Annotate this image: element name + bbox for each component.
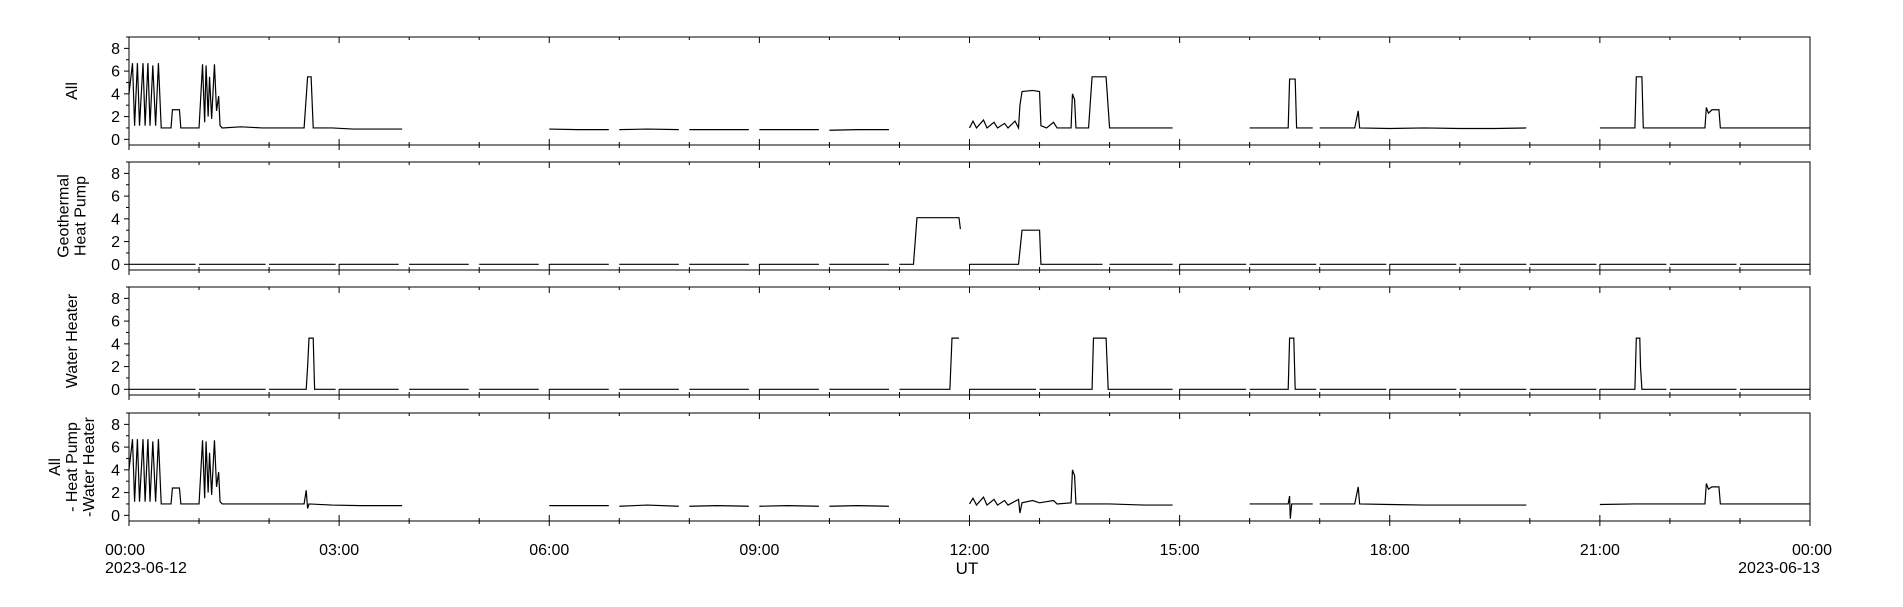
x-tick-label: 00:00 (105, 542, 145, 559)
series-line-segment (128, 439, 403, 509)
x-tick-label: 00:00 (1792, 542, 1832, 559)
panel-3: 0 2 4 6 8 Water Heater (64, 286, 1811, 400)
series-line-segment (1599, 337, 1667, 390)
series-line-segment (1039, 337, 1173, 390)
series-line-segment (269, 337, 336, 390)
x-tick-date-label: 2023-06-12 (105, 560, 187, 577)
series-line-segment (549, 128, 609, 131)
x-axis-label: UT (956, 559, 979, 578)
series-line-segment (1249, 78, 1313, 129)
x-tick-label: 21:00 (1580, 542, 1620, 559)
y-tick-label: 8 (111, 41, 120, 58)
series-line-segment (128, 63, 403, 130)
y-tick-label: 4 (111, 462, 120, 479)
x-tick-label: 18:00 (1370, 542, 1410, 559)
series-line-segment (1249, 337, 1317, 390)
y-tick-label: 0 (111, 257, 120, 274)
y-tick-label: 8 (111, 166, 120, 183)
panel-2: 0 2 4 6 8 Geothermal Heat Pump (56, 161, 1811, 275)
y-tick-label: 2 (111, 109, 120, 126)
y-axis-label: Water Heater (64, 293, 81, 388)
series-line-segment (689, 505, 749, 507)
series-line-segment (619, 128, 679, 131)
series-line-segment (1319, 486, 1527, 506)
y-tick-label: 2 (111, 234, 120, 251)
panel-4: 0 2 4 6 8 All - Heat Pump -Water Heater (47, 412, 1811, 526)
y-tick-label: 6 (111, 189, 120, 206)
series-line-segment (829, 505, 889, 507)
y-tick-label: 4 (111, 86, 120, 103)
y-tick-label: 0 (111, 382, 120, 399)
panels-group: 0 2 4 6 8 All 0 2 4 6 8 Geothermal Heat Pump 0 2 4 6 8 Wat… (47, 36, 1811, 526)
y-axis-label: - Heat Pump (64, 422, 81, 512)
y-tick-label: 8 (111, 417, 120, 434)
y-tick-label: 6 (111, 64, 120, 81)
x-tick-label: 15:00 (1160, 542, 1200, 559)
x-tick-label: 09:00 (739, 542, 779, 559)
panel-frame (128, 161, 1811, 271)
series-line-segment (1599, 483, 1810, 506)
y-tick-label: 2 (111, 359, 120, 376)
panel-frame (128, 412, 1811, 522)
series-line-segment (968, 76, 1173, 131)
panel-frame (128, 286, 1811, 396)
y-tick-label: 0 (111, 508, 120, 525)
y-axis-label: All (47, 458, 64, 476)
series-line-segment (899, 217, 961, 265)
y-tick-label: 0 (111, 132, 120, 149)
series-line-segment (829, 129, 889, 131)
y-tick-label: 6 (111, 440, 120, 457)
panel-1: 0 2 4 6 8 All (64, 36, 1811, 150)
y-axis-label: -Water Heater (81, 416, 98, 517)
x-tick-date-label: 2023-06-13 (1738, 560, 1820, 577)
y-tick-label: 8 (111, 291, 120, 308)
series-line-segment (969, 229, 1103, 265)
series-line-segment (759, 505, 819, 507)
series-line-segment (1249, 495, 1313, 519)
series-line-segment (1599, 76, 1810, 129)
series-line-segment (619, 504, 679, 507)
y-tick-label: 2 (111, 485, 120, 502)
x-tick-label: 06:00 (529, 542, 569, 559)
y-axis-label: Geothermal (56, 174, 73, 258)
y-tick-label: 4 (111, 336, 120, 353)
x-tick-label: 03:00 (319, 542, 359, 559)
y-axis-label: All (64, 82, 81, 100)
series-line-segment (899, 337, 959, 390)
y-axis-label: Heat Pump (73, 176, 90, 256)
y-tick-label: 6 (111, 314, 120, 331)
series-line-segment (968, 469, 1173, 514)
x-tick-label: 12:00 (949, 542, 989, 559)
series-line-segment (1319, 110, 1527, 130)
y-tick-label: 4 (111, 211, 120, 228)
